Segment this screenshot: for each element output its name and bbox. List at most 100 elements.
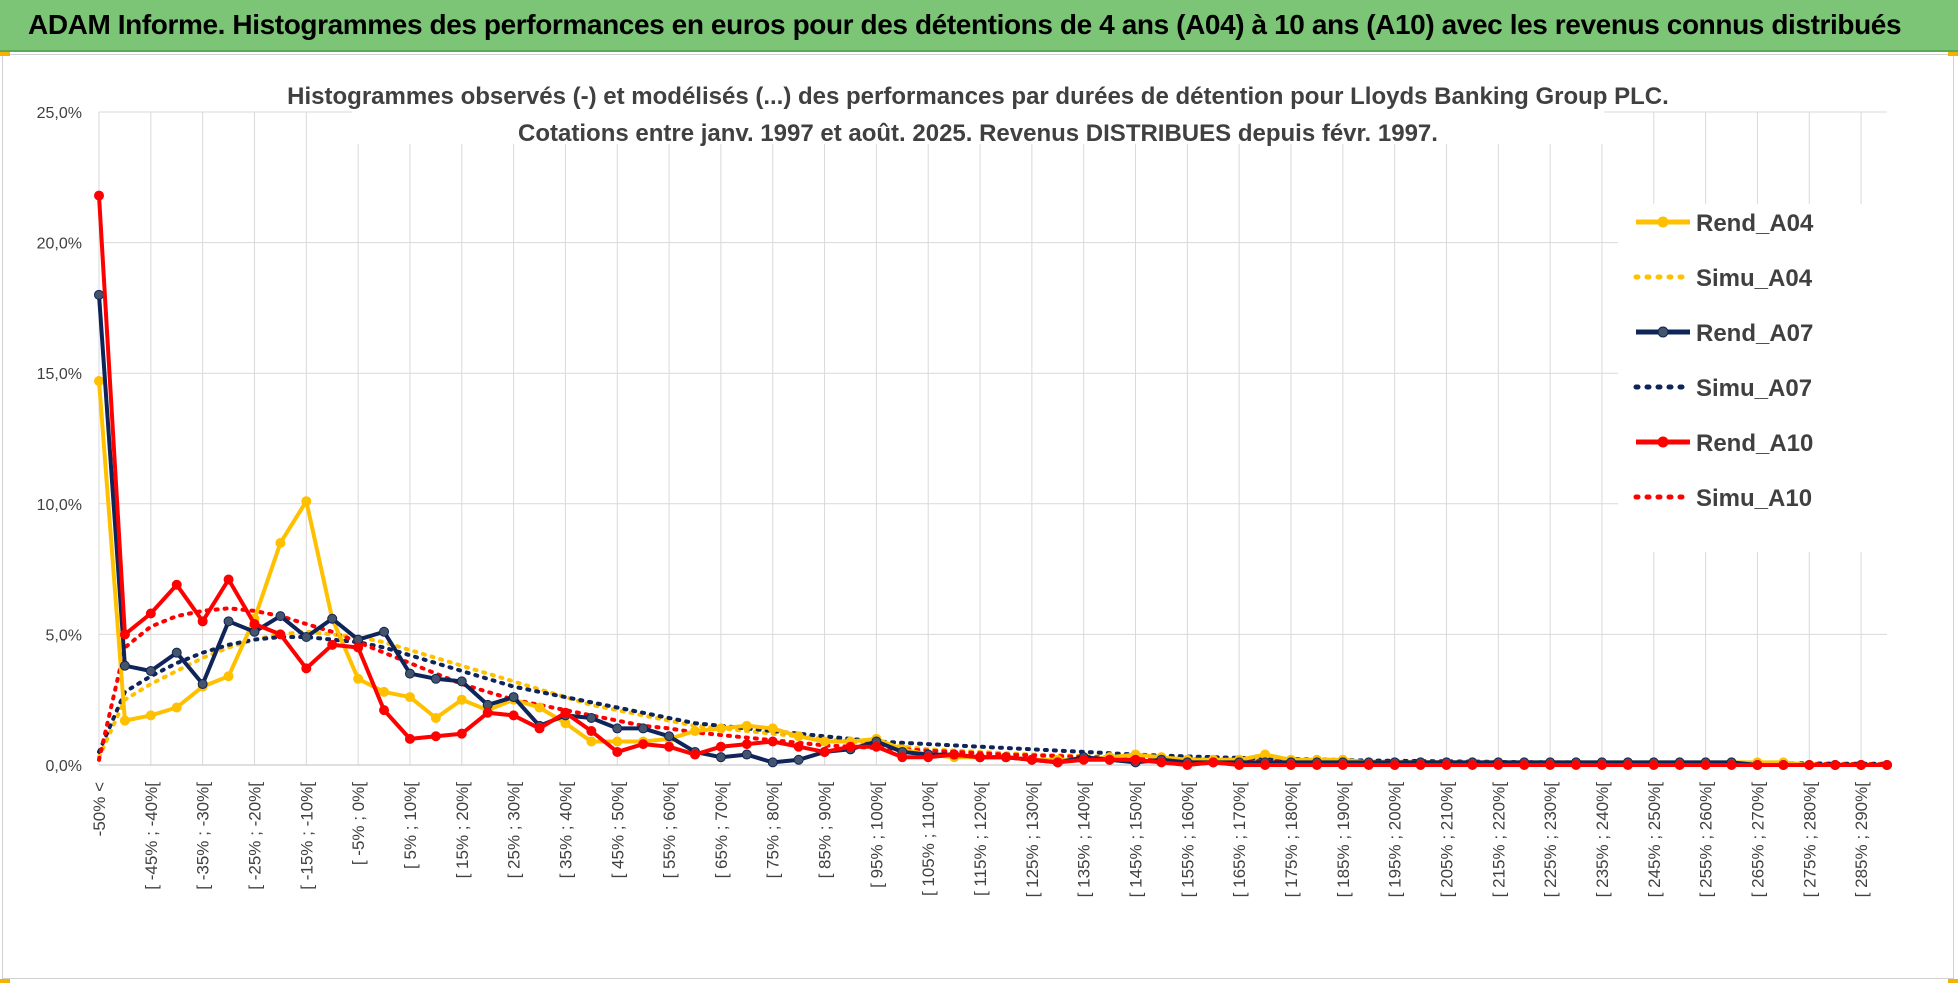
data-point-rend_a07 (741, 749, 752, 760)
series-line-simu_a04 (97, 629, 1889, 766)
data-point-rend_a10 (1648, 760, 1659, 770)
frame-corner-top-right (1948, 52, 1958, 56)
data-point-rend_a10 (1389, 760, 1400, 770)
legend-label: Simu_A04 (1696, 265, 1813, 292)
data-point-rend_a10 (1363, 760, 1374, 770)
x-tick-label: [ 195% ; 200%[ (1386, 782, 1405, 898)
data-point-rend_a10 (897, 752, 908, 763)
chart-frame (2, 54, 1954, 979)
data-point-rend_a04 (586, 736, 597, 747)
data-point-rend_a04 (94, 376, 104, 387)
y-tick-label: 0,0% (46, 758, 82, 775)
data-point-rend_a10 (1052, 757, 1063, 768)
legend-label: Rend_A07 (1696, 320, 1813, 347)
data-point-rend_a10 (1311, 760, 1322, 770)
data-point-rend_a10 (249, 618, 260, 629)
series-line-simu_a07 (97, 635, 1889, 766)
data-point-rend_a07 (275, 611, 286, 622)
data-point-rend_a10 (1804, 760, 1815, 770)
data-point-rend_a10 (715, 741, 726, 752)
legend-entry-rend_a07: Rend_A07 (1636, 320, 1813, 347)
y-tick-label: 10,0% (37, 497, 82, 514)
data-point-rend_a07 (404, 668, 415, 679)
data-point-rend_a07 (379, 626, 390, 637)
data-point-rend_a10 (534, 723, 545, 734)
legend-entry-simu_a10: Simu_A10 (1633, 485, 1812, 512)
x-tick-label: [ -25% ; -20%[ (245, 782, 264, 890)
data-point-rend_a10 (1104, 754, 1115, 765)
data-point-rend_a04 (223, 671, 234, 682)
data-point-rend_a10 (1130, 754, 1141, 765)
data-point-rend_a10 (1830, 760, 1841, 770)
x-tick-label: [ 25% ; 30%[ (505, 782, 524, 879)
histogram-line-chart: 0,0% 5,0% 10,0% 15,0% 20,0% 25,0% -50% < [ -45… (37, 80, 1894, 898)
frame-corner-top-left (0, 52, 10, 56)
legend-entry-rend_a04: Rend_A04 (1636, 210, 1814, 237)
data-point-rend_a07 (586, 712, 597, 723)
data-point-rend_a10 (560, 707, 571, 718)
frame-corner-bottom-right (1948, 979, 1958, 983)
data-point-rend_a04 (119, 715, 130, 726)
data-point-rend_a04 (430, 712, 441, 723)
data-point-rend_a10 (1596, 760, 1607, 770)
x-tick-label: [ 75% ; 80%[ (764, 782, 783, 879)
data-point-rend_a07 (171, 647, 182, 658)
data-point-rend_a07 (197, 679, 208, 690)
data-point-rend_a10 (1441, 760, 1452, 770)
data-point-rend_a10 (1467, 760, 1478, 770)
x-tick-label: [ 245% ; 250%[ (1645, 782, 1664, 898)
data-point-rend_a04 (301, 496, 312, 507)
x-tick-label: [ 65% ; 70%[ (712, 782, 731, 879)
y-tick-label: 20,0% (37, 236, 82, 253)
x-tick-label: [ 235% ; 240%[ (1593, 782, 1612, 898)
x-tick-label: [ 45% ; 50%[ (608, 782, 627, 879)
data-point-rend_a07 (94, 289, 104, 300)
x-tick-label: [ 265% ; 270%[ (1748, 782, 1767, 898)
data-point-rend_a04 (404, 692, 415, 703)
data-point-rend_a10 (456, 728, 467, 739)
data-point-rend_a10 (1622, 760, 1633, 770)
legend-entry-simu_a04: Simu_A04 (1633, 265, 1813, 292)
x-axis-tick-labels: -50% < [ -45% ; -40%[[ -35% ; -30%[[ -25%… (90, 782, 1871, 898)
data-point-rend_a10 (223, 574, 234, 585)
data-point-rend_a07 (793, 754, 804, 765)
data-point-rend_a10 (1778, 760, 1789, 770)
data-point-rend_a10 (1545, 760, 1556, 770)
data-point-rend_a10 (664, 741, 675, 752)
frame-corner-bottom-left (0, 979, 10, 983)
x-tick-label: [ 145% ; 150%[ (1127, 782, 1146, 898)
data-point-rend_a10 (923, 752, 934, 763)
x-tick-label: [ 155% ; 160%[ (1178, 782, 1197, 898)
data-point-rend_a07 (664, 731, 675, 742)
report-title: ADAM Informe. Histogrammes des performan… (28, 9, 1902, 40)
data-point-rend_a07 (612, 723, 623, 734)
data-point-rend_a04 (715, 723, 726, 734)
x-tick-label: [ 5% ; 10%[ (401, 782, 420, 869)
data-point-rend_a10 (508, 710, 519, 721)
x-tick-label: [ 275% ; 280%[ (1800, 782, 1819, 898)
data-point-rend_a04 (819, 736, 830, 747)
data-point-rend_a10 (1234, 760, 1245, 770)
data-point-rend_a10 (430, 731, 441, 742)
data-point-rend_a04 (534, 702, 545, 713)
legend-label: Simu_A10 (1696, 485, 1812, 512)
chart-title-line2: Cotations entre janv. 1997 et août. 2025… (518, 120, 1438, 147)
legend-label: Rend_A04 (1696, 210, 1814, 237)
legend-marker (1657, 216, 1669, 228)
data-point-rend_a10 (197, 616, 208, 627)
data-point-rend_a10 (94, 190, 104, 201)
data-point-rend_a10 (1337, 760, 1348, 770)
chart-gridlines (98, 111, 1887, 766)
data-point-rend_a04 (379, 686, 390, 697)
data-point-rend_a07 (145, 665, 156, 676)
data-point-rend_a10 (1752, 760, 1763, 770)
data-point-rend_a07 (430, 673, 441, 684)
data-point-rend_a04 (171, 702, 182, 713)
data-point-rend_a10 (612, 746, 623, 757)
data-point-rend_a04 (145, 710, 156, 721)
x-tick-label: [ 225% ; 230%[ (1541, 782, 1560, 898)
data-point-rend_a04 (793, 731, 804, 742)
x-tick-label: [ -5% ; 0%[ (349, 782, 368, 865)
chart-title-line1: Histogrammes observés (-) et modélisés (… (287, 83, 1669, 110)
x-tick-label: [ 95% ; 100%[ (867, 782, 886, 888)
